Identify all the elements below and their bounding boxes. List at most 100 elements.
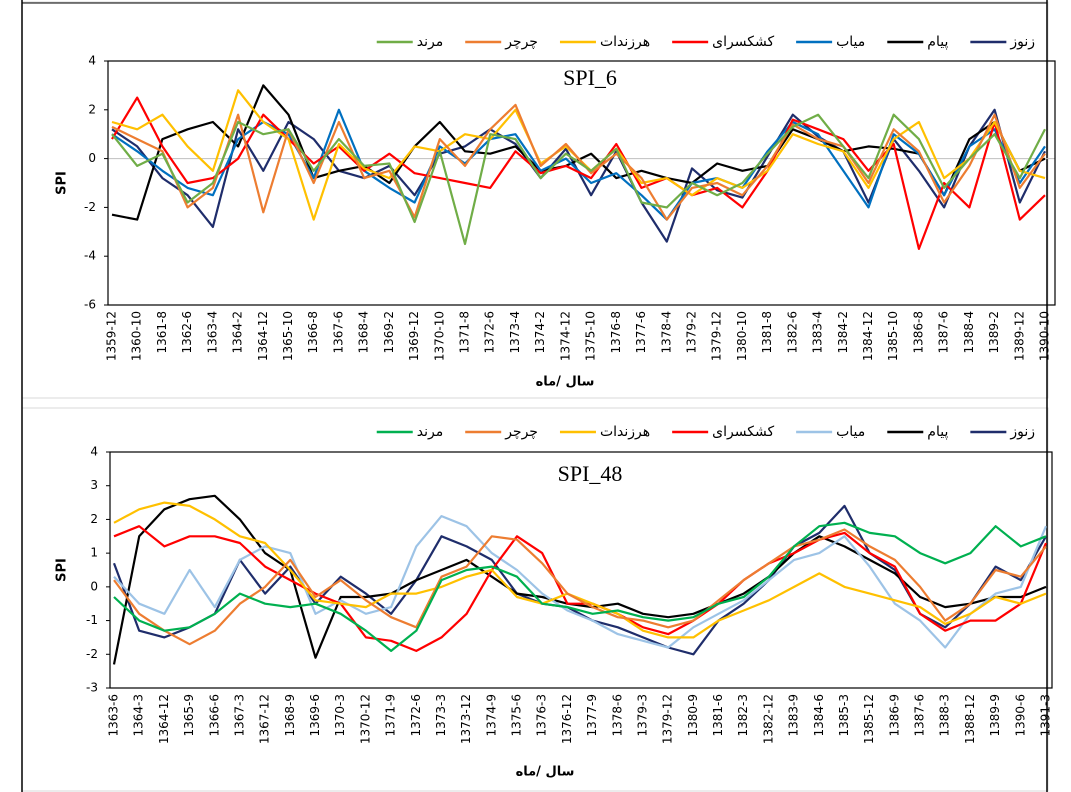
series-line — [113, 525, 1048, 652]
x-tick-label: 1364-2 — [231, 311, 245, 354]
x-tick-label: 1364-3 — [132, 694, 146, 737]
legend-label: پیام — [927, 34, 948, 50]
series-line — [113, 521, 1047, 652]
x-tick-label: 1364-12 — [157, 694, 171, 744]
x-tick-label: 1371-8 — [458, 311, 472, 354]
x-tick-label: 1375-6 — [510, 694, 524, 737]
x-tick-label: 1390-10 — [1038, 311, 1052, 361]
x-tick-label: 1371-9 — [384, 694, 398, 737]
x-tick-label: 1365-9 — [182, 694, 196, 737]
x-tick-label: 1362-6 — [180, 311, 194, 354]
y-tick-label: -2 — [84, 200, 96, 214]
x-tick-label: 1384-2 — [836, 311, 850, 354]
legend-label: هرزندات — [600, 424, 650, 440]
legend-label: زنوز — [1009, 424, 1035, 440]
y-tick-label: 0 — [88, 151, 96, 165]
x-tick-label: 1374-9 — [484, 694, 498, 737]
x-tick-label: 1368-9 — [283, 694, 297, 737]
x-tick-label: 1363-6 — [107, 694, 121, 737]
x-tick-label: 1364-12 — [256, 311, 270, 361]
legend-label: مرند — [417, 424, 443, 440]
y-tick-label: 0 — [90, 579, 98, 593]
x-tick-label: 1360-10 — [130, 311, 144, 361]
x-tick-label: 1387-6 — [913, 694, 927, 737]
x-tick-label: 1370-12 — [358, 694, 372, 744]
series-line — [111, 113, 1046, 246]
x-tick-label: 1379-12 — [661, 694, 675, 744]
x-tick-label: 1378-6 — [610, 694, 624, 737]
x-tick-label: 1375-10 — [584, 311, 598, 361]
x-tick-label: 1382-12 — [761, 694, 775, 744]
plot-frame — [109, 451, 1053, 689]
chart-title: SPI_6 — [563, 65, 617, 90]
x-tick-label: 1383-4 — [811, 311, 825, 354]
x-tick-label: 1382-6 — [785, 311, 799, 354]
series-line — [112, 494, 1047, 665]
x-tick-label: 1386-9 — [887, 694, 901, 737]
y-tick-label: 4 — [90, 445, 98, 459]
x-tick-label: 1385-10 — [886, 311, 900, 361]
x-tick-label: 1379-12 — [710, 311, 724, 361]
x-tick-label: 1376-12 — [560, 694, 574, 744]
x-tick-label: 1369-6 — [308, 694, 322, 737]
x-tick-label: 1381-8 — [760, 311, 774, 354]
x-tick-label: 1377-9 — [585, 694, 599, 737]
x-tick-label: 1367-3 — [232, 694, 246, 737]
legend-label: هرزندات — [600, 34, 650, 50]
plot-frame — [107, 60, 1056, 306]
legend-label: زنوز — [1009, 34, 1035, 50]
x-tick-label: 1381-6 — [711, 694, 725, 737]
x-tick-label: 1388-3 — [938, 694, 952, 737]
legend-label: چرچر — [504, 34, 538, 50]
x-tick-label: 1379-3 — [635, 694, 649, 737]
x-tick-label: 1368-4 — [357, 311, 371, 354]
x-tick-label: 1378-4 — [659, 311, 673, 354]
legend-label: مرند — [417, 34, 443, 50]
x-tick-label: 1363-4 — [205, 311, 219, 354]
y-axis-title: SPI — [55, 558, 70, 582]
series-line — [113, 528, 1047, 646]
y-axis-title: SPI — [55, 171, 70, 195]
x-tick-label: 1388-4 — [962, 311, 976, 354]
x-tick-label: 1361-8 — [155, 311, 169, 354]
x-tick-label: 1370-10 — [432, 311, 446, 361]
y-tick-label: -6 — [84, 298, 96, 312]
x-tick-label: 1384-12 — [861, 311, 875, 361]
x-tick-label: 1374-12 — [558, 311, 572, 361]
y-tick-label: -1 — [86, 613, 98, 627]
x-tick-label: 1387-6 — [937, 311, 951, 354]
x-tick-label: 1369-2 — [382, 311, 396, 354]
legend-label: کشکسرای — [712, 34, 774, 50]
x-tick-label: 1383-9 — [787, 694, 801, 737]
y-tick-label: -3 — [86, 681, 98, 695]
x-tick-label: 1385-12 — [862, 694, 876, 744]
x-tick-label: 1382-3 — [736, 694, 750, 737]
y-tick-label: 1 — [90, 546, 98, 560]
x-tick-label: 1390-6 — [1013, 694, 1027, 737]
y-tick-label: -2 — [86, 647, 98, 661]
x-tick-label: 1370-3 — [333, 694, 347, 737]
legend-label: میاب — [836, 34, 865, 50]
x-tick-label: 1376-3 — [535, 694, 549, 737]
x-tick-label: 1366-8 — [306, 311, 320, 354]
series-line — [113, 501, 1047, 639]
x-tick-label: 1389-2 — [987, 311, 1001, 354]
x-tick-label: 1376-8 — [609, 311, 623, 354]
x-tick-label: 1385-3 — [837, 694, 851, 737]
x-tick-label: 1388-12 — [963, 694, 977, 744]
x-tick-label: 1377-6 — [634, 311, 648, 354]
x-tick-label: 1366-6 — [207, 694, 221, 737]
x-tick-label: 1380-9 — [686, 694, 700, 737]
x-axis-title: سال /ماه — [516, 765, 575, 780]
series-line — [111, 103, 1046, 221]
x-tick-label: 1389-12 — [1012, 311, 1026, 361]
y-tick-label: 4 — [88, 54, 96, 68]
x-tick-label: 1369-12 — [407, 311, 421, 361]
legend-label: میاب — [836, 424, 865, 440]
y-tick-label: 2 — [90, 512, 98, 526]
series-line — [112, 504, 1047, 656]
legend-label: پیام — [927, 424, 948, 440]
x-tick-label: 1372-6 — [409, 694, 423, 737]
